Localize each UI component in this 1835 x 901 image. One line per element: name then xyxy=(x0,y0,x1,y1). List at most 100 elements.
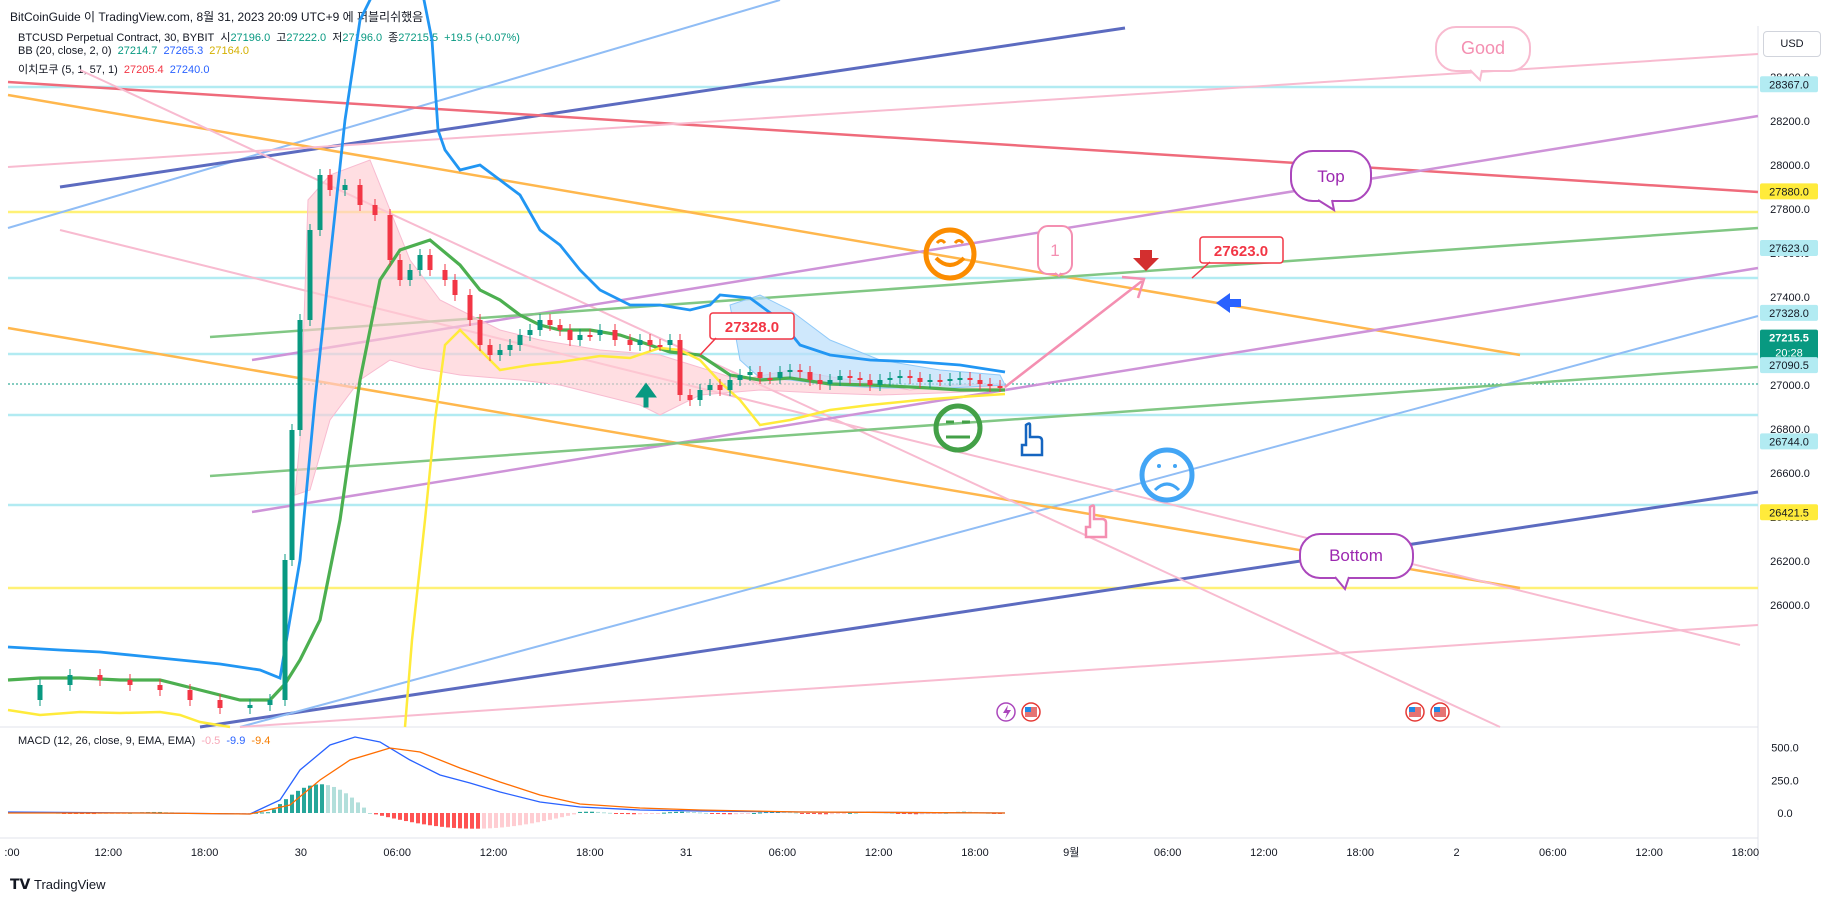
callout-price-27623[interactable]: 27623.0 xyxy=(1191,236,1284,279)
callout-price-27328[interactable]: 27328.0 xyxy=(699,312,795,356)
arrow-down-red-icon[interactable] xyxy=(1133,250,1159,271)
tradingview-logo[interactable]: 𝗧𝗩 TradingView xyxy=(10,876,106,893)
candle-body xyxy=(687,395,693,400)
candle-body xyxy=(987,384,993,386)
trendline-lightblue-1[interactable] xyxy=(7,0,781,229)
bb-upper: 27265.3 xyxy=(163,45,204,57)
callout-bottom[interactable]: Bottom xyxy=(1299,533,1414,592)
trendline-navy-2[interactable] xyxy=(199,490,1759,729)
level-price-tag[interactable]: 27880.0 xyxy=(1760,183,1818,200)
time-axis[interactable]: :00 12:00 18:00 30 06:00 12:00 18:00 31 06:00 12:… xyxy=(4,846,1759,859)
price-tag-value: 26421.5 xyxy=(1769,507,1809,519)
last-price-tag[interactable]: 27215.5 20:28 xyxy=(1760,329,1818,362)
event-us-flag-icon[interactable] xyxy=(1405,702,1425,722)
event-us-flag-icon[interactable] xyxy=(1021,702,1041,722)
candle-body xyxy=(127,680,133,685)
candle-body xyxy=(627,340,633,345)
macd-tick: 250.0 xyxy=(1771,775,1799,787)
arrow-up-green-icon[interactable] xyxy=(635,382,657,408)
candle-body xyxy=(187,690,193,700)
macd-hist-bar xyxy=(800,813,804,814)
macd-hist-bar xyxy=(422,813,426,825)
macd-hist-bar xyxy=(698,812,702,814)
ichimoku-legend[interactable]: 이치모쿠 (5, 1, 57, 1) 27205.4 27240.0 xyxy=(18,61,212,77)
macd-legend[interactable]: MACD (12, 26, close, 9, EMA, EMA) -0.5 -… xyxy=(18,735,273,747)
pointer-hand-pink-icon[interactable] xyxy=(1084,504,1108,539)
level-price-tag[interactable]: 27328.0 xyxy=(1760,304,1818,321)
macd-hist-bar xyxy=(344,793,348,813)
trendline-orange-2[interactable] xyxy=(7,326,1521,590)
macd-hist-bar xyxy=(740,813,744,814)
macd-hist-bar xyxy=(482,813,486,829)
macd-hist-bar xyxy=(416,813,420,824)
callout-number-1[interactable]: 1 xyxy=(1037,225,1073,278)
macd-hist-bar xyxy=(488,813,492,829)
trendline-green-2[interactable] xyxy=(209,365,1759,478)
candle-body xyxy=(527,330,533,335)
trendline-pink-4[interactable] xyxy=(79,69,1501,728)
macd-hist-bar xyxy=(758,812,762,814)
macd-hist-bar xyxy=(770,811,774,813)
close-label: 종 xyxy=(388,32,399,44)
trendline-pink-1[interactable] xyxy=(7,53,1759,168)
price-tick: 26800.0 xyxy=(1770,424,1810,436)
level-price-tag[interactable]: 26744.0 xyxy=(1760,433,1818,450)
price-tick: 28200.0 xyxy=(1770,116,1810,128)
trendline-red[interactable] xyxy=(7,80,1759,194)
candle-body xyxy=(497,350,503,355)
macd-hist-bar xyxy=(314,784,318,813)
pointer-hand-blue-icon[interactable] xyxy=(1020,422,1044,457)
macd-hist-bar xyxy=(386,813,390,818)
time-tick: 12:00 xyxy=(1635,847,1663,859)
macd-hist-bar xyxy=(818,813,822,815)
macd-hist-bar xyxy=(452,813,456,828)
callout-top[interactable]: Top xyxy=(1290,150,1372,213)
trendline-orange-1[interactable] xyxy=(7,93,1521,357)
macd-hist-bar xyxy=(560,813,564,818)
macd-hist-bar xyxy=(296,790,300,813)
time-tick: 31 xyxy=(680,847,692,859)
candle-body xyxy=(757,372,763,378)
level-price-tag[interactable]: 28367.0 xyxy=(1760,76,1818,93)
trendline-pink-2[interactable] xyxy=(239,624,1759,728)
time-tick: 12:00 xyxy=(480,847,508,859)
macd-hist-bar xyxy=(716,813,720,814)
macd-hist-bar xyxy=(266,812,270,814)
currency-button[interactable]: USD xyxy=(1763,31,1821,57)
macd-hist-bar xyxy=(428,813,432,826)
macd-hist-bar xyxy=(638,813,642,815)
smiley-orange-icon[interactable] xyxy=(923,227,977,281)
macd-hist-bar xyxy=(608,812,612,814)
macd-axis[interactable]: 500.0 250.0 0.0 xyxy=(1771,743,1799,820)
level-price-tag[interactable]: 26421.5 xyxy=(1760,504,1818,521)
symbol-legend[interactable]: BTCUSD Perpetual Contract, 30, BYBIT 시27… xyxy=(18,29,523,45)
trendline-purple-1[interactable] xyxy=(251,114,1759,362)
event-us-flag-icon[interactable] xyxy=(1430,702,1450,722)
macd-hist-bar xyxy=(920,813,924,815)
neutral-face-green-icon[interactable] xyxy=(933,403,983,453)
time-tick: 2 xyxy=(1453,847,1459,859)
candle-body xyxy=(247,705,253,708)
macd-hist-bar xyxy=(548,813,552,820)
macd-hist-bar xyxy=(686,811,690,813)
macd-hist-bar xyxy=(572,813,576,815)
time-tick: :00 xyxy=(4,847,19,859)
candle-body xyxy=(487,345,493,355)
macd-hist-bar xyxy=(650,813,654,814)
time-tick: 9월 xyxy=(1063,846,1079,859)
callout-good[interactable]: Good xyxy=(1435,26,1531,83)
close-value: 27215.5 xyxy=(398,32,439,44)
bb-legend[interactable]: BB (20, close, 2, 0) 27214.7 27265.3 271… xyxy=(18,45,252,57)
macd-hist-bar xyxy=(368,813,372,814)
candle-body xyxy=(407,270,413,280)
sad-face-blue-icon[interactable] xyxy=(1139,447,1195,503)
trendline-navy-1[interactable] xyxy=(59,26,1126,189)
price-tags: 28367.0 27880.0 27623.0 27328.0 27215.5 20:28… xyxy=(1760,76,1818,521)
level-price-tag[interactable]: 27623.0 xyxy=(1760,239,1818,256)
arrow-left-blue-icon[interactable] xyxy=(1216,293,1241,313)
time-tick: 18:00 xyxy=(1732,847,1760,859)
macd-hist-bar xyxy=(470,813,474,829)
level-price-tag[interactable]: 27090.5 xyxy=(1760,357,1818,374)
projection-line[interactable] xyxy=(1004,280,1143,388)
